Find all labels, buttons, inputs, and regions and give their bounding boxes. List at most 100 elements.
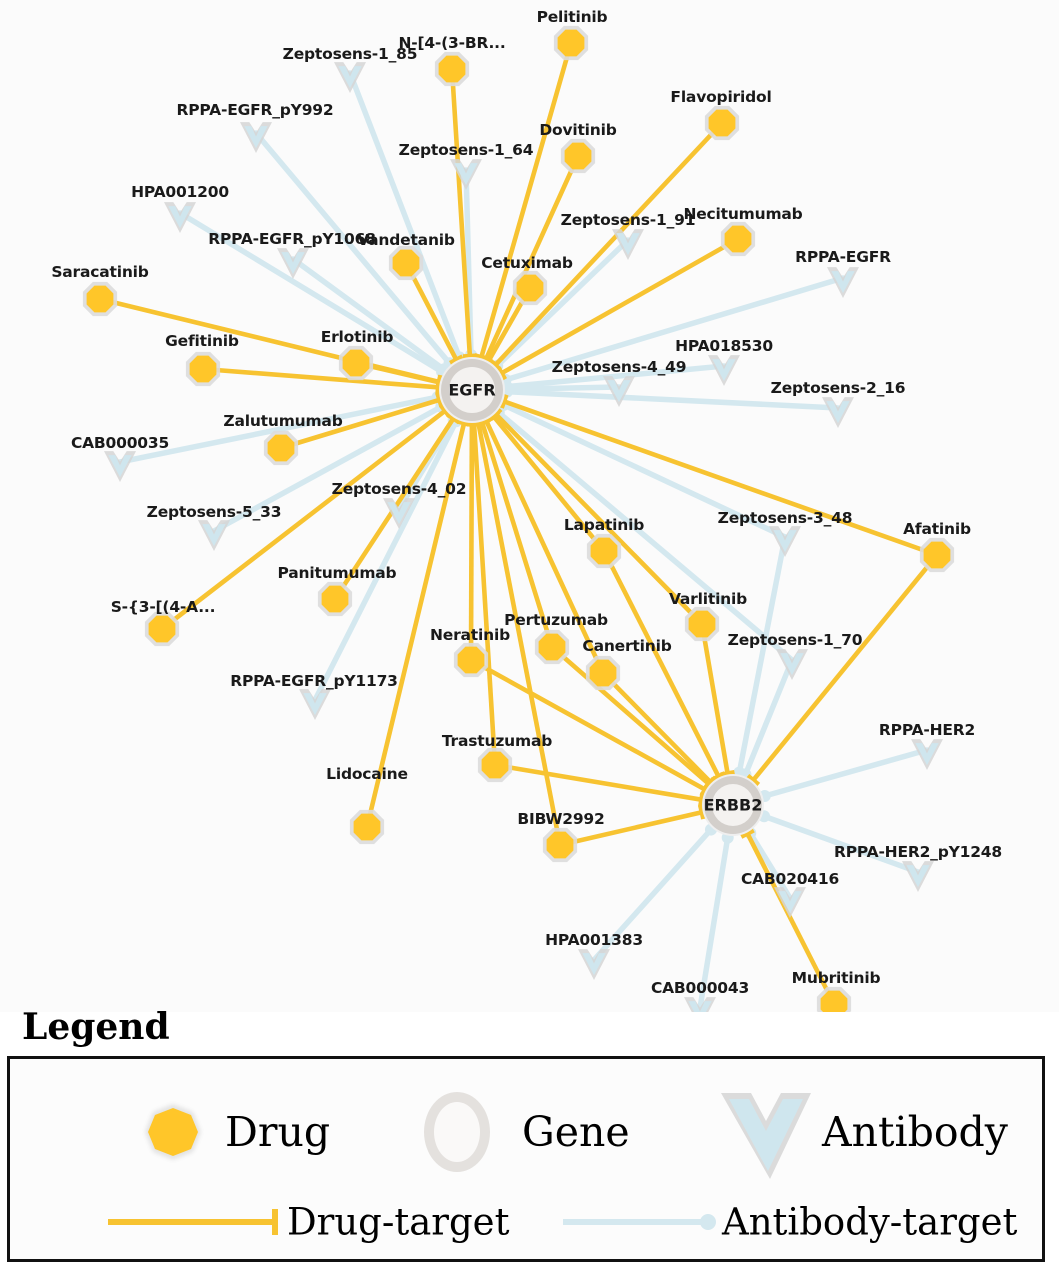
antibody-label: RPPA-HER2_pY1248 [834, 843, 1002, 861]
antibody-label: CAB020416 [740, 870, 840, 888]
drug-edge-tbar [703, 775, 718, 789]
antibody-label: Zeptosens-2_16 [770, 379, 906, 397]
drug-node [338, 345, 374, 381]
drug-node [512, 270, 548, 306]
antibody-target-edge [312, 418, 459, 703]
antibody-shape [281, 252, 305, 275]
drug-edge-tbar [499, 394, 509, 409]
antibody-shape [582, 953, 606, 976]
legend-label-antibody: Antibody [822, 1108, 1008, 1156]
drug-label: Cetuximab [481, 254, 573, 272]
drug-label: Gefitinib [165, 332, 239, 350]
antibody-target-edge [494, 237, 631, 369]
antibody-target-edge [591, 826, 714, 963]
drug-node [82, 281, 118, 317]
antibody-shape [168, 206, 192, 229]
drug-node [586, 533, 622, 569]
drug-target-edge [751, 553, 939, 782]
antibody-shape [387, 502, 411, 525]
antibody-node [104, 451, 136, 482]
legend-box: Drug Gene Antibody Drug-target Antibody-… [7, 1056, 1045, 1262]
antibody-label: Zeptosens-5_33 [146, 503, 282, 521]
antibody-node [277, 248, 309, 279]
drug-label: Erlotinib [320, 328, 394, 346]
antibody-node [612, 229, 644, 260]
drug-node [317, 581, 353, 617]
antibody-nodes [104, 62, 943, 1012]
drug-target-edge [493, 121, 724, 367]
antibody-shape [831, 271, 855, 294]
network-graph-canvas: Zeptosens-1_85 RPPA-EGFR_pY992 Zeptosens-1… [51, 8, 1003, 1012]
drug-target-edge [469, 657, 707, 792]
antibody-shape [906, 865, 930, 888]
drug-target-edge [484, 419, 606, 674]
drug-edge-tbar [456, 419, 472, 427]
antibody-node [450, 159, 482, 190]
legend-label-antibody-target: Antibody-target [722, 1200, 1018, 1244]
legend-symbols [108, 1092, 811, 1235]
drug-label: Lidocaine [326, 765, 408, 783]
antibody-node [684, 997, 716, 1012]
drug-node [585, 655, 621, 691]
drug-node [704, 105, 740, 141]
antibody-label: RPPA-EGFR_pY1068 [208, 230, 376, 248]
drug-shape [688, 610, 716, 638]
drug-shape [557, 29, 585, 57]
drug-shape [148, 615, 176, 643]
antibody-shape [773, 530, 797, 553]
drug-node [144, 611, 180, 647]
drug-target-edge [503, 399, 938, 558]
drug-target-edges [99, 42, 939, 1006]
drug-shape [481, 751, 509, 779]
drug-edge-tbar [435, 392, 444, 408]
antibody-shape [244, 126, 268, 149]
drug-shape [189, 355, 217, 383]
antibody-node [776, 649, 808, 680]
drug-target-edge [449, 68, 473, 357]
drug-label: Flavopiridol [670, 88, 772, 106]
drug-shape [86, 285, 114, 313]
drug-target-edge [403, 261, 459, 361]
antibody-node [769, 526, 801, 557]
antibody-label: CAB000035 [70, 434, 170, 452]
drug-label: Pertuzumab [504, 611, 608, 629]
antibody-label: Zeptosens-1_70 [727, 631, 863, 649]
drug-edge-tbar [462, 353, 478, 359]
circle-line-icon [563, 1214, 716, 1230]
antibody-node [240, 122, 272, 153]
drug-node [919, 537, 955, 573]
antibody-label: RPPA-EGFR_pY1173 [230, 672, 398, 690]
antibody-label: Zeptosens-1_91 [560, 211, 696, 229]
drug-node [816, 986, 852, 1012]
antibody-shape [108, 455, 132, 478]
drug-edge-tbar [438, 403, 452, 418]
drug-label: Afatinib [903, 520, 971, 538]
antibody-label: Zeptosens-3_48 [717, 509, 853, 527]
antibody-target-edge [290, 256, 447, 373]
antibody-target-edge [504, 363, 727, 390]
antibody-target-edge [747, 830, 793, 901]
drug-target-edge [494, 412, 704, 626]
drug-target-edge [479, 42, 574, 358]
antibody-label: RPPA-EGFR [795, 248, 891, 266]
drug-edge-tbar [435, 374, 443, 390]
drug-shape [321, 585, 349, 613]
drug-edge-tbar [698, 804, 706, 820]
gene-inner [712, 784, 754, 826]
drug-nodes [82, 25, 955, 1012]
drug-node [553, 25, 589, 61]
drug-edge-tbar [698, 792, 705, 807]
drug-node [534, 629, 570, 665]
antibody-node [708, 355, 740, 386]
drug-shape [457, 646, 485, 674]
drug-edge-tbar [481, 354, 497, 366]
drug-label: BIBW2992 [517, 810, 605, 828]
antibody-target-edge [347, 70, 463, 361]
octagon-icon [145, 1104, 201, 1160]
drug-shape [353, 813, 381, 841]
antibody-shape [454, 163, 478, 186]
drug-target-edge [550, 645, 711, 786]
drug-label: Neratinib [430, 626, 510, 644]
drug-target-edge [471, 423, 498, 766]
drug-label: Trastuzumab [441, 732, 553, 750]
